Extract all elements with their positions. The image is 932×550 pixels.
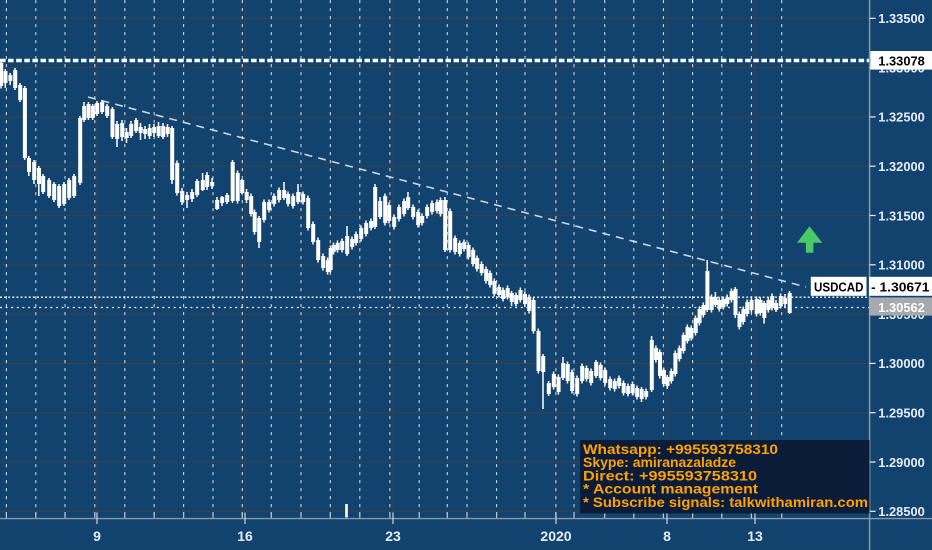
svg-text:1.29000: 1.29000 [878, 455, 925, 470]
svg-text:9: 9 [93, 528, 101, 544]
svg-text:8: 8 [663, 528, 671, 544]
svg-text:1.32000: 1.32000 [878, 159, 925, 174]
svg-text:1.33500: 1.33500 [878, 11, 925, 26]
svg-text:Direct: +995593758310: Direct: +995593758310 [583, 468, 757, 483]
svg-text:- 1.30671: - 1.30671 [871, 280, 930, 295]
svg-text:1.29500: 1.29500 [878, 406, 925, 421]
svg-text:Whatsapp: +995593758310: Whatsapp: +995593758310 [583, 442, 778, 457]
svg-text:16: 16 [237, 528, 253, 544]
svg-text:* Account management: * Account management [583, 482, 759, 497]
svg-text:1.32500: 1.32500 [878, 110, 925, 125]
svg-text:13: 13 [747, 528, 763, 544]
svg-text:1.30000: 1.30000 [878, 356, 925, 371]
svg-text:1.31500: 1.31500 [878, 208, 925, 223]
svg-text:Skype: amiranazaladze: Skype: amiranazaladze [583, 455, 737, 470]
svg-text:23: 23 [385, 528, 401, 544]
svg-text:1.28500: 1.28500 [878, 504, 925, 519]
svg-text:* Subscribe signals: talkwitha: * Subscribe signals: talkwithamiran.com [583, 495, 868, 510]
svg-text:1.30562: 1.30562 [878, 300, 925, 315]
svg-text:2020: 2020 [540, 528, 571, 544]
svg-text:USDCAD: USDCAD [814, 280, 864, 295]
svg-text:1.31000: 1.31000 [878, 258, 925, 273]
svg-text:1.33078: 1.33078 [878, 54, 925, 69]
